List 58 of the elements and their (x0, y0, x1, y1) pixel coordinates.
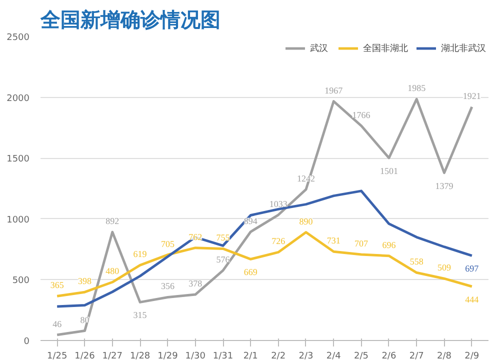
data-label: 509 (438, 262, 452, 273)
data-label: 890 (299, 216, 314, 226)
data-label: 696 (382, 240, 396, 250)
y-tick-label: 1000 (6, 215, 30, 226)
x-tick-label: 2/7 (409, 352, 424, 362)
data-label: 707 (354, 238, 369, 249)
legend-label: 湖北非武汉 (441, 42, 486, 54)
x-tick-label: 2/1 (243, 352, 258, 362)
y-tick-label: 0 (24, 337, 30, 347)
data-label: 669 (244, 267, 258, 278)
x-tick-label: 1/29 (158, 352, 178, 362)
x-tick-label: 2/3 (298, 352, 314, 362)
x-tick-label: 1/30 (185, 352, 206, 362)
x-tick-label: 1/28 (130, 352, 150, 362)
data-label: 356 (160, 281, 175, 292)
x-tick-label: 2/8 (437, 352, 452, 362)
x-tick-label: 1/25 (46, 352, 68, 362)
data-label: 378 (188, 278, 203, 289)
y-tick-label: 500 (12, 276, 30, 286)
data-label: 697 (465, 264, 480, 274)
x-tick-label: 1/26 (74, 352, 96, 362)
data-label: 398 (78, 276, 92, 286)
data-label: 705 (160, 238, 175, 249)
x-tick-label: 1/27 (102, 352, 123, 362)
data-label: 731 (326, 236, 340, 246)
data-label: 365 (50, 280, 64, 290)
data-label: 1501 (380, 166, 398, 176)
data-label: 755 (216, 232, 230, 243)
legend-label: 武汉 (310, 42, 329, 54)
y-tick-label: 2500 (6, 33, 30, 43)
data-label: 892 (106, 216, 120, 226)
x-tick-label: 2/6 (382, 352, 396, 362)
data-label: 480 (106, 266, 120, 276)
data-label: 1766 (352, 110, 371, 120)
data-label: 576 (216, 254, 230, 264)
data-label: 46 (52, 318, 62, 329)
legend-label: 全国非湖北 (363, 42, 408, 54)
data-label: 726 (272, 236, 286, 246)
x-tick-label: 2/2 (271, 352, 286, 362)
x-tick-label: 2/5 (354, 352, 369, 362)
data-label: 1033 (269, 198, 288, 209)
data-label: 80 (80, 314, 90, 325)
data-label: 619 (133, 249, 148, 260)
data-label: 444 (465, 294, 480, 305)
y-tick-label: 1500 (6, 154, 30, 165)
x-tick-label: 1/31 (212, 352, 234, 362)
y-tick-label: 2000 (6, 94, 30, 104)
data-label: 894 (244, 216, 258, 226)
data-label: 1985 (408, 83, 426, 94)
data-label: 558 (410, 256, 424, 267)
data-label: 1967 (324, 85, 344, 96)
data-label: 1242 (296, 173, 315, 184)
data-label: 1379 (435, 180, 454, 191)
x-tick-label: 2/9 (464, 352, 480, 362)
data-label: 315 (133, 310, 148, 320)
data-label: 1921 (462, 90, 481, 101)
x-tick-label: 2/4 (326, 352, 342, 362)
chart-title: 全国新增确诊情况图 (40, 8, 220, 32)
